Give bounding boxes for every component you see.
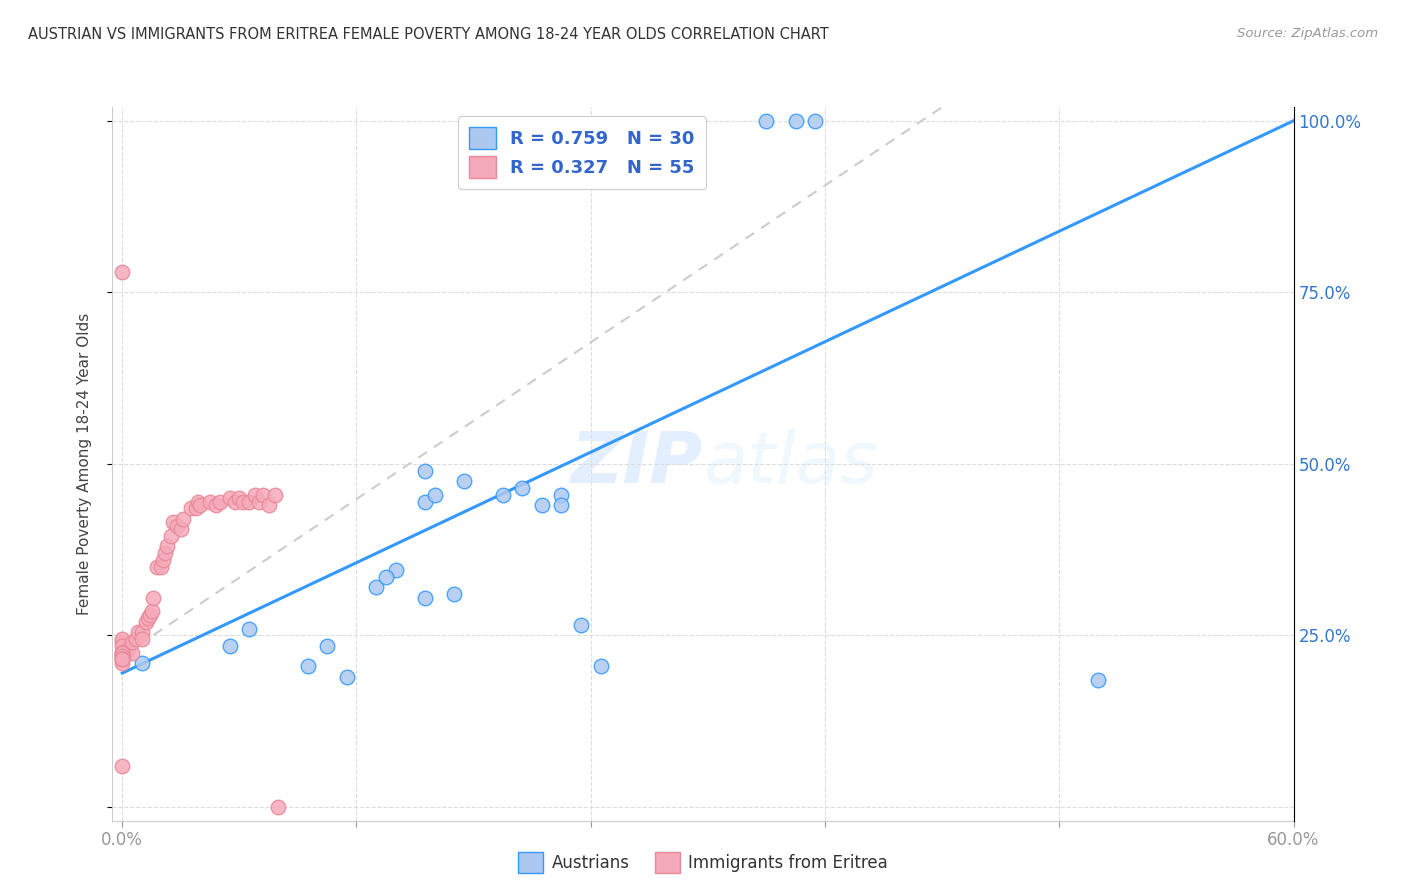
Point xyxy=(111,656,134,670)
Point xyxy=(413,464,436,478)
Point xyxy=(423,488,446,502)
Point xyxy=(121,635,143,649)
Legend: R = 0.759   N = 30, R = 0.327   N = 55: R = 0.759 N = 30, R = 0.327 N = 55 xyxy=(458,116,706,189)
Point xyxy=(141,604,163,618)
Point xyxy=(152,553,174,567)
Point xyxy=(111,265,134,279)
Point xyxy=(117,642,139,657)
Point xyxy=(569,618,592,632)
Point xyxy=(111,652,134,666)
Point xyxy=(228,491,250,505)
Point xyxy=(131,632,153,646)
Point xyxy=(131,656,153,670)
Point xyxy=(127,624,149,639)
Point xyxy=(205,498,228,512)
Point xyxy=(111,652,134,666)
Point xyxy=(125,632,148,646)
Point xyxy=(218,639,240,653)
Point xyxy=(589,659,612,673)
Point xyxy=(111,646,134,660)
Point xyxy=(146,559,169,574)
Point xyxy=(492,488,515,502)
Point xyxy=(115,646,138,660)
Point xyxy=(530,498,553,512)
Point xyxy=(138,607,160,622)
Point xyxy=(785,113,807,128)
Point xyxy=(232,494,254,508)
Point xyxy=(170,522,193,536)
Point xyxy=(243,488,266,502)
Point xyxy=(121,646,143,660)
Point xyxy=(252,488,274,502)
Point xyxy=(160,529,183,543)
Point xyxy=(267,800,290,814)
Point xyxy=(316,639,339,653)
Point xyxy=(150,559,173,574)
Text: atlas: atlas xyxy=(703,429,877,499)
Point xyxy=(180,501,202,516)
Point xyxy=(413,591,436,605)
Point xyxy=(443,587,465,601)
Point xyxy=(218,491,240,505)
Point xyxy=(208,494,231,508)
Point xyxy=(187,494,209,508)
Y-axis label: Female Poverty Among 18-24 Year Olds: Female Poverty Among 18-24 Year Olds xyxy=(77,313,91,615)
Point xyxy=(550,498,572,512)
Point xyxy=(111,646,134,660)
Text: AUSTRIAN VS IMMIGRANTS FROM ERITREA FEMALE POVERTY AMONG 18-24 YEAR OLDS CORRELA: AUSTRIAN VS IMMIGRANTS FROM ERITREA FEMA… xyxy=(28,27,830,42)
Text: ZIP: ZIP xyxy=(571,429,703,499)
Point xyxy=(263,488,285,502)
Point xyxy=(336,669,359,683)
Point xyxy=(136,611,159,625)
Point xyxy=(198,494,221,508)
Point xyxy=(142,591,165,605)
Point xyxy=(512,481,534,495)
Point xyxy=(186,501,208,516)
Point xyxy=(156,539,179,553)
Point xyxy=(153,546,176,560)
Point xyxy=(188,498,211,512)
Point xyxy=(247,494,270,508)
Point xyxy=(135,615,157,629)
Point xyxy=(111,635,134,649)
Point xyxy=(111,639,134,653)
Point xyxy=(111,758,134,772)
Point xyxy=(804,113,827,128)
Point xyxy=(111,646,134,660)
Point xyxy=(111,648,134,663)
Point xyxy=(131,624,153,639)
Point xyxy=(111,648,134,663)
Point xyxy=(238,622,260,636)
Point xyxy=(374,570,396,584)
Point xyxy=(384,563,406,577)
Point xyxy=(413,494,436,508)
Point xyxy=(162,515,184,529)
Point xyxy=(166,518,188,533)
Point xyxy=(257,498,280,512)
Legend: Austrians, Immigrants from Eritrea: Austrians, Immigrants from Eritrea xyxy=(512,846,894,880)
Point xyxy=(224,494,246,508)
Point xyxy=(172,512,194,526)
Point xyxy=(111,652,134,666)
Point xyxy=(238,494,260,508)
Text: Source: ZipAtlas.com: Source: ZipAtlas.com xyxy=(1237,27,1378,40)
Point xyxy=(453,474,475,488)
Point xyxy=(550,488,572,502)
Point xyxy=(364,580,387,594)
Point xyxy=(111,632,134,646)
Point xyxy=(1087,673,1109,687)
Point xyxy=(755,113,778,128)
Point xyxy=(115,639,138,653)
Point xyxy=(297,659,319,673)
